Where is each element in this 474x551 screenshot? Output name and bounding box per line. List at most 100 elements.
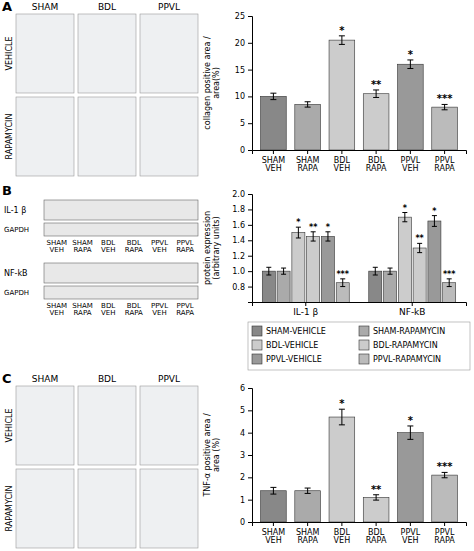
tick-label: 1.2 bbox=[232, 252, 245, 261]
tick-label: 0 bbox=[240, 518, 245, 527]
tick: 20 bbox=[235, 39, 252, 48]
significance-label: ** bbox=[415, 234, 424, 243]
tick-mark bbox=[248, 96, 252, 97]
tick-mark bbox=[248, 70, 252, 71]
text-line: BDL bbox=[368, 528, 385, 537]
significance-label: ** bbox=[309, 223, 318, 232]
text-line: area (%) bbox=[212, 438, 221, 472]
tick: PPVLVEH bbox=[401, 150, 421, 173]
tick-label: BDLRAPA bbox=[366, 156, 387, 174]
tick-mark bbox=[410, 522, 411, 526]
error-bar bbox=[447, 279, 452, 287]
bar bbox=[295, 104, 321, 150]
panel-label: C bbox=[2, 371, 12, 386]
tick-mark bbox=[248, 271, 252, 272]
figure: ASHAMBDLPPVLVEHICLERAPAMYCIN0510152025SH… bbox=[0, 0, 474, 551]
error-bar bbox=[339, 409, 345, 425]
image-panel bbox=[16, 14, 74, 93]
tick-mark bbox=[248, 209, 252, 210]
tick-mark bbox=[376, 150, 377, 154]
blot-label: IL-1 β bbox=[4, 206, 26, 215]
x-axis: IL-1 βNF-kB bbox=[253, 302, 467, 317]
error-bar bbox=[373, 90, 379, 98]
tick: BDLRAPA bbox=[366, 150, 387, 173]
bar bbox=[398, 433, 424, 522]
tick: SHAMVEH bbox=[262, 150, 286, 173]
error-bar bbox=[402, 213, 407, 222]
error-bar bbox=[407, 60, 413, 69]
tick-label: 5 bbox=[240, 406, 245, 415]
tick-mark bbox=[444, 150, 445, 154]
error-bar bbox=[325, 232, 330, 241]
legend-label: SHAM-VEHICLE bbox=[266, 327, 326, 336]
panel-label: A bbox=[2, 0, 12, 14]
text-line: PPVL bbox=[401, 156, 421, 165]
text-line: VEH bbox=[101, 309, 115, 317]
image-panel bbox=[78, 386, 136, 465]
tick: BDLVEH bbox=[334, 150, 351, 173]
tick-mark bbox=[248, 194, 252, 195]
legend-swatch bbox=[252, 340, 262, 350]
tick: SHAMRAPA bbox=[296, 522, 320, 545]
image-panel bbox=[78, 14, 136, 93]
row-header: VEHICLE bbox=[5, 37, 14, 71]
tick-label: 2.0 bbox=[232, 190, 245, 199]
tick-mark bbox=[248, 16, 252, 17]
tick-label: SHAMRAPA bbox=[296, 528, 320, 546]
tick-mark bbox=[305, 302, 306, 306]
tick-label: 1.0 bbox=[232, 267, 245, 276]
legend-label: PPVL-VEHICLE bbox=[266, 355, 322, 364]
text-line: RAPA bbox=[176, 246, 194, 254]
legend-swatch bbox=[252, 354, 262, 364]
lane-label: BDLVEH bbox=[101, 302, 115, 318]
image-panel bbox=[16, 386, 74, 465]
text-line: VEH bbox=[152, 246, 166, 254]
error-bar bbox=[407, 426, 413, 439]
lane-label: BDLVEH bbox=[101, 239, 115, 255]
tick-label: 25 bbox=[235, 12, 245, 21]
text-line: VEH bbox=[50, 246, 64, 254]
text-line: BDL bbox=[368, 156, 385, 165]
tick: SHAMRAPA bbox=[296, 150, 320, 173]
legend-label: SHAM-RAPAMYCIN bbox=[373, 327, 445, 336]
tick: 10 bbox=[235, 92, 252, 101]
tick-mark bbox=[248, 410, 252, 411]
column-header: SHAM bbox=[32, 374, 58, 384]
tick-mark bbox=[444, 522, 445, 526]
lane-label: PPVLVEH bbox=[151, 302, 168, 318]
tick-label: 3 bbox=[240, 451, 245, 460]
bar bbox=[261, 96, 287, 150]
text-line: RAPA bbox=[125, 309, 143, 317]
image-panel bbox=[16, 97, 74, 176]
error-bar bbox=[373, 267, 378, 275]
row-header: RAPAMYCIN bbox=[5, 486, 14, 532]
text-line: SHAM bbox=[262, 528, 286, 537]
legend-swatch bbox=[252, 326, 262, 336]
bar bbox=[413, 248, 426, 302]
bar bbox=[329, 40, 355, 150]
blot-panel bbox=[44, 263, 198, 283]
tick-mark bbox=[341, 522, 342, 526]
tick: 0 bbox=[240, 146, 252, 155]
tick: IL-1 β bbox=[293, 302, 318, 317]
tick-mark bbox=[248, 433, 252, 434]
column-header: SHAM bbox=[32, 2, 58, 12]
error-bar bbox=[340, 279, 345, 287]
tick: 1 bbox=[240, 496, 252, 505]
y-axis-title: protein expression(arbitrary units) bbox=[203, 211, 221, 285]
tick-mark bbox=[248, 455, 252, 456]
significance-label: * bbox=[339, 25, 345, 36]
error-bar bbox=[432, 216, 437, 227]
bar bbox=[363, 497, 389, 522]
error-bar bbox=[417, 243, 422, 252]
tick: 1.4 bbox=[232, 236, 252, 245]
tick: 6 bbox=[240, 384, 252, 393]
text-line: RAPA bbox=[434, 164, 455, 173]
lane-label: PPVLVEH bbox=[151, 239, 168, 255]
text-line: RAPA bbox=[297, 164, 318, 173]
axis-line bbox=[253, 523, 467, 527]
tick-mark bbox=[248, 388, 252, 389]
error-bar bbox=[388, 268, 393, 274]
significance-label: * bbox=[339, 398, 345, 409]
significance-label: * bbox=[326, 223, 331, 232]
